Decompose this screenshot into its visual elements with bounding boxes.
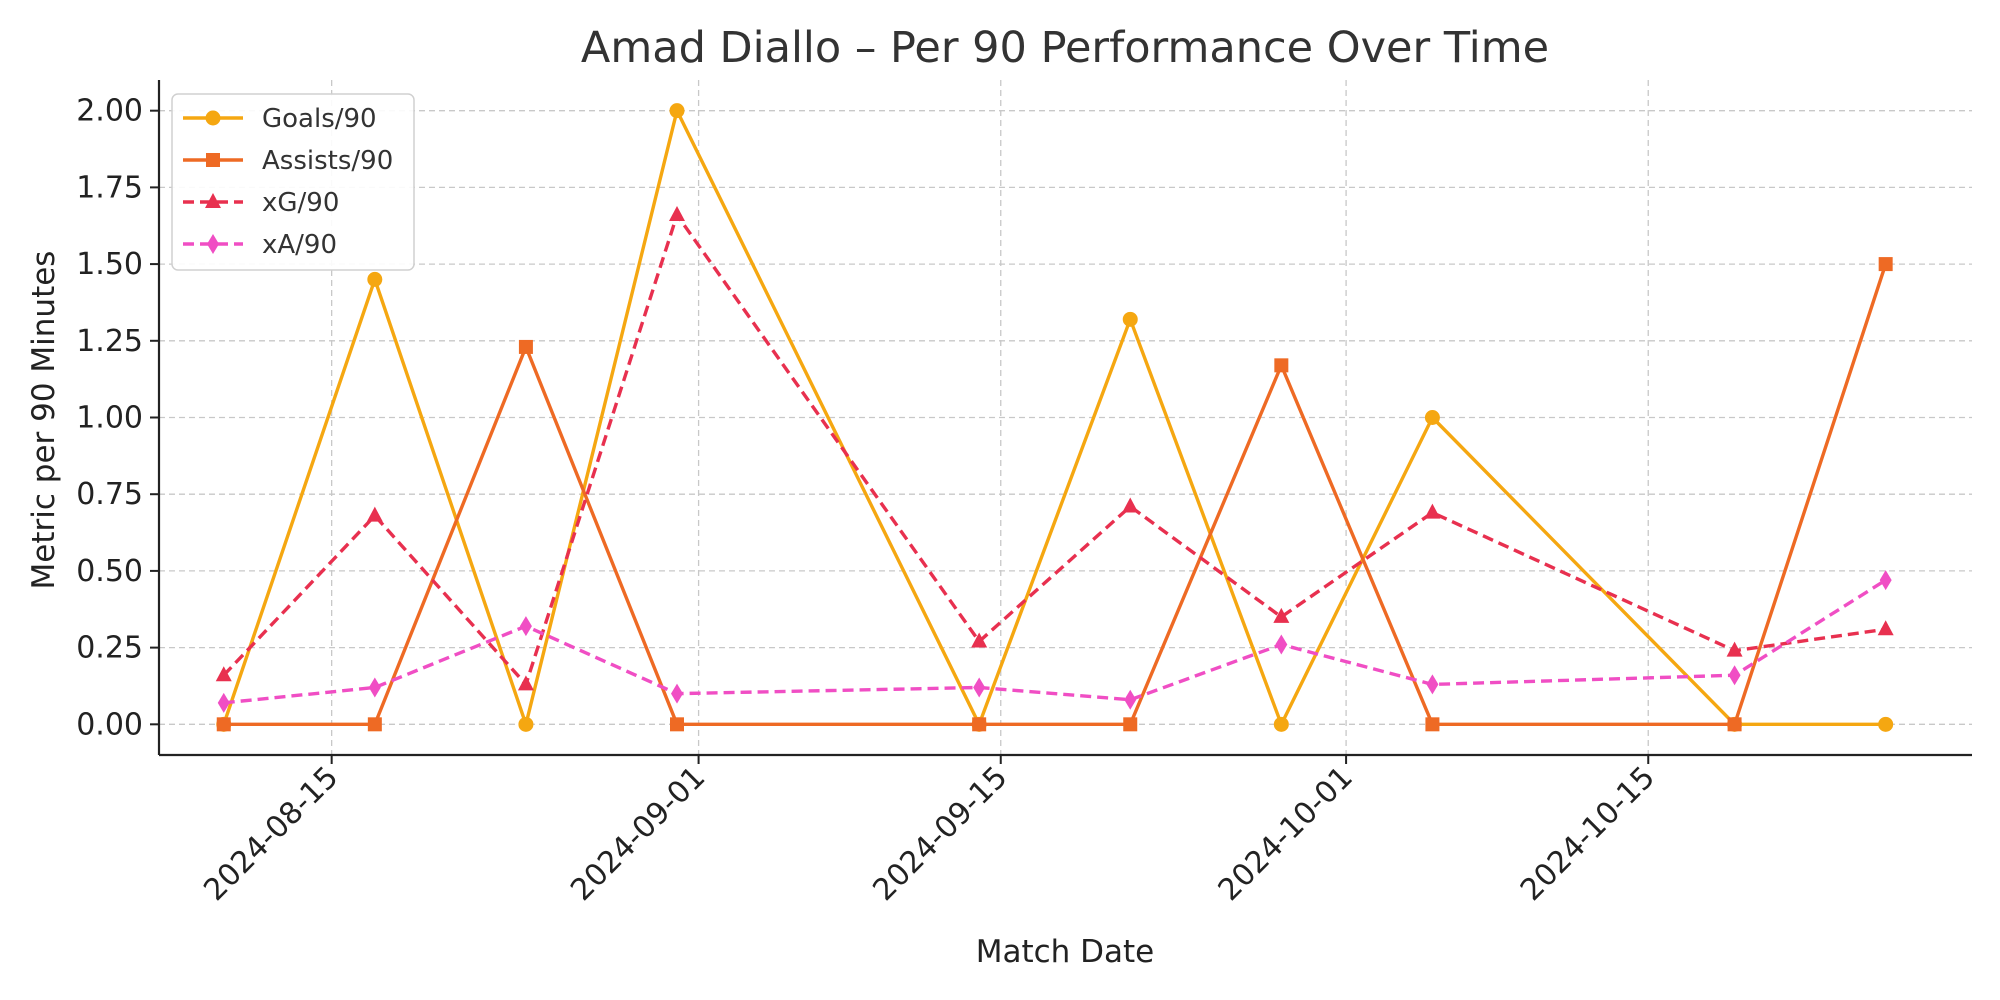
data-point-goals-90 xyxy=(1122,311,1138,327)
data-point-goals-90 xyxy=(1424,410,1440,425)
data-point-goals-90 xyxy=(518,716,534,732)
legend-marker-assists-90 xyxy=(206,153,220,167)
series-line-xa-90 xyxy=(223,578,1887,705)
data-point-goals-90 xyxy=(669,103,685,119)
data-point-xg-90 xyxy=(1424,503,1441,519)
data-point-xg-90 xyxy=(1726,641,1743,657)
legend-box xyxy=(171,93,415,271)
series-assists-90 xyxy=(216,257,1893,732)
legend-entry-xg-90: xG/90 xyxy=(183,188,339,218)
data-point-xa-90 xyxy=(1879,570,1892,591)
legend-label-xa-90: xA/90 xyxy=(262,230,337,260)
data-point-xa-90 xyxy=(519,616,532,637)
y-tick-label: 1.50 xyxy=(76,247,143,282)
data-point-xa-90 xyxy=(671,683,683,704)
y-tick-label: 0.75 xyxy=(76,477,143,512)
data-point-goals-90 xyxy=(1273,716,1289,732)
legend-label-goals-90: Goals/90 xyxy=(262,104,377,134)
data-point-xg-90 xyxy=(1877,620,1894,636)
data-point-xg-90 xyxy=(366,506,383,522)
legend-marker-xa-90 xyxy=(207,234,219,254)
x-axis-label: Match Date xyxy=(976,934,1155,970)
data-point-assists-90 xyxy=(216,717,231,732)
y-tick-label: 0.50 xyxy=(76,554,143,589)
data-point-xg-90 xyxy=(971,632,988,648)
legend-entry-goals-90: Goals/90 xyxy=(183,104,377,134)
data-point-assists-90 xyxy=(972,717,987,732)
data-point-assists-90 xyxy=(1123,717,1138,732)
y-tick-label: 1.00 xyxy=(76,401,143,436)
y-tick-label: 0.00 xyxy=(76,707,143,742)
y-tick-label: 2.00 xyxy=(76,94,143,129)
series-layer xyxy=(215,103,1894,732)
x-tick-label: 2024-10-01 xyxy=(1212,760,1360,908)
series-line-xg-90 xyxy=(222,213,1886,687)
grid xyxy=(159,80,1972,755)
data-point-xg-90 xyxy=(1122,497,1139,513)
data-point-goals-90 xyxy=(367,271,383,287)
legend-entry-xa-90: xA/90 xyxy=(183,230,337,260)
data-point-assists-90 xyxy=(1425,717,1440,732)
data-point-assists-90 xyxy=(670,717,684,732)
x-tick-label: 2024-09-01 xyxy=(564,760,712,908)
legend: Goals/90 Assists/90 xG/90 xA/90 xyxy=(171,93,415,271)
y-axis-label: Metric per 90 Minutes xyxy=(26,251,62,590)
legend-entry-assists-90: Assists/90 xyxy=(183,146,393,176)
y-tick-label: 1.75 xyxy=(76,170,143,205)
data-point-assists-90 xyxy=(518,339,533,354)
series-xg-90 xyxy=(215,206,1894,691)
data-point-xa-90 xyxy=(1728,665,1741,686)
legend-marker-xg-90 xyxy=(205,193,221,208)
legend-label-assists-90: Assists/90 xyxy=(262,146,393,176)
data-point-xg-90 xyxy=(669,206,685,221)
data-point-xa-90 xyxy=(973,677,986,698)
data-point-assists-90 xyxy=(1274,358,1289,373)
x-tick-label: 2024-08-15 xyxy=(197,760,345,908)
series-xa-90 xyxy=(217,570,1892,713)
data-point-xg-90 xyxy=(215,666,232,682)
data-point-goals-90 xyxy=(1878,716,1894,732)
data-point-xg-90 xyxy=(1273,607,1290,623)
data-point-assists-90 xyxy=(1878,257,1893,272)
series-line-assists-90 xyxy=(223,263,1888,727)
y-tick-label: 1.25 xyxy=(76,324,143,359)
data-point-assists-90 xyxy=(367,717,382,732)
legend-label-xg-90: xG/90 xyxy=(262,188,339,218)
data-point-xa-90 xyxy=(1426,674,1439,695)
y-tick-label: 0.25 xyxy=(76,631,143,666)
data-point-assists-90 xyxy=(1727,717,1742,732)
x-tick-label: 2024-10-15 xyxy=(1514,760,1662,908)
chart-title: Amad Diallo – Per 90 Performance Over Ti… xyxy=(581,23,1549,73)
data-point-xa-90 xyxy=(1124,689,1137,710)
legend-marker-goals-90 xyxy=(205,110,221,126)
data-point-xa-90 xyxy=(217,692,230,713)
series-line-goals-90 xyxy=(222,108,1886,727)
x-tick-label: 2024-09-15 xyxy=(866,760,1014,908)
data-point-xa-90 xyxy=(1275,634,1288,655)
data-point-xg-90 xyxy=(517,675,534,691)
data-point-xa-90 xyxy=(368,677,381,698)
